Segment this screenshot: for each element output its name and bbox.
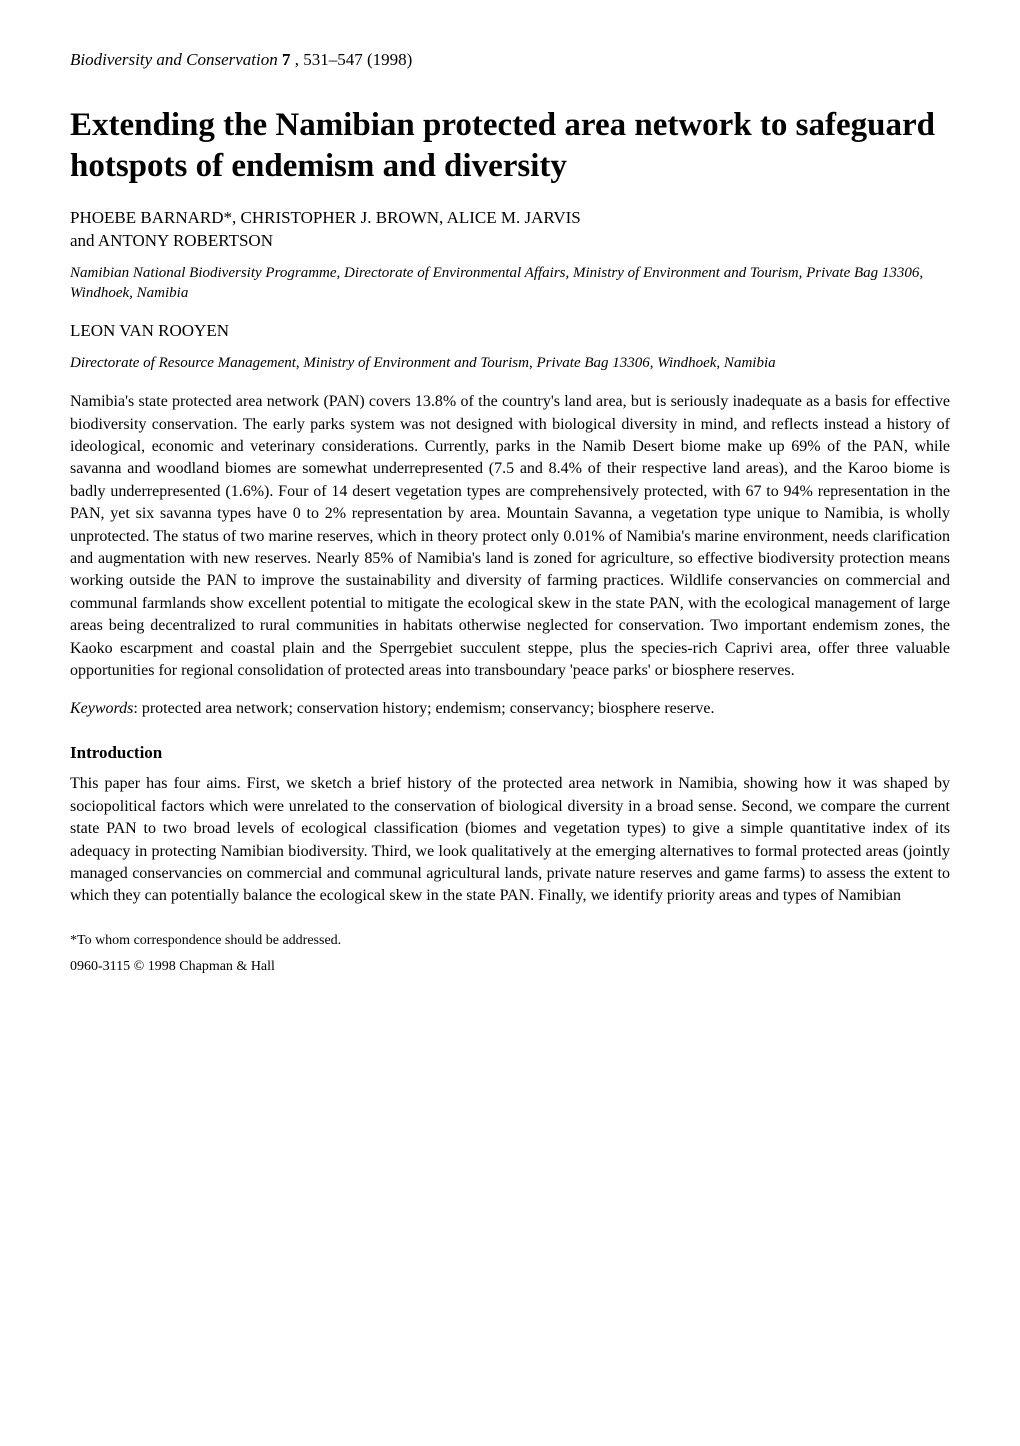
keywords: Keywords: protected area network; conser… [70, 700, 950, 718]
correspondence-footnote: *To whom correspondence should be addres… [70, 933, 950, 949]
author-names-2: LEON VAN ROOYEN [70, 321, 950, 341]
author-group-1: PHOEBE BARNARD*, CHRISTOPHER J. BROWN, A… [70, 208, 950, 251]
affiliation-1: Namibian National Biodiversity Programme… [70, 263, 950, 304]
author-group-2: LEON VAN ROOYEN [70, 321, 950, 341]
author-names-1-cont: and ANTONY ROBERTSON [70, 231, 950, 251]
journal-pages: 531–547 [303, 50, 363, 69]
article-title: Extending the Namibian protected area ne… [70, 105, 950, 188]
copyright-line: 0960-3115 © 1998 Chapman & Hall [70, 959, 950, 975]
body-paragraph: This paper has four aims. First, we sket… [70, 773, 950, 907]
keywords-label: Keywords [70, 700, 133, 717]
section-heading: Introduction [70, 743, 950, 763]
affiliation-2: Directorate of Resource Management, Mini… [70, 353, 950, 373]
journal-volume: 7 [282, 50, 291, 69]
keywords-text: : protected area network; conservation h… [133, 700, 714, 717]
journal-year: (1998) [367, 50, 412, 69]
abstract: Namibia's state protected area network (… [70, 391, 950, 682]
author-names-1: PHOEBE BARNARD*, CHRISTOPHER J. BROWN, A… [70, 208, 950, 228]
journal-name: Biodiversity and Conservation [70, 50, 278, 69]
journal-header: Biodiversity and Conservation 7 , 531–54… [70, 50, 950, 70]
